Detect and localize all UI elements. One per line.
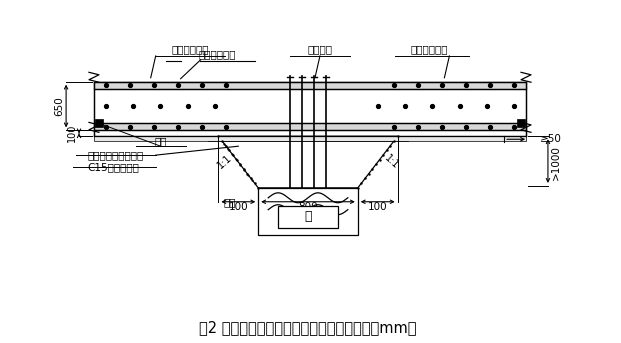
Text: 1:1: 1:1 [383, 153, 401, 171]
Text: 100: 100 [67, 124, 77, 142]
Bar [94, 82, 526, 89]
Text: 100: 100 [229, 202, 248, 212]
FancyBboxPatch shape [94, 82, 526, 136]
Text: 1:1: 1:1 [215, 153, 233, 171]
Bar [278, 206, 338, 227]
Text: 桩基钢筋: 桩基钢筋 [307, 44, 332, 54]
Polygon shape [219, 136, 397, 188]
Text: 土基: 土基 [224, 197, 236, 207]
Text: 图2 桩头与杯口细部做法示意图（尺寸单位：mm）: 图2 桩头与杯口细部做法示意图（尺寸单位：mm） [199, 320, 417, 335]
Bar [94, 123, 526, 130]
Bar [517, 119, 525, 127]
Text: 底板下层钢筋: 底板下层钢筋 [172, 44, 209, 54]
Text: >1000: >1000 [551, 145, 561, 179]
Text: 底板下层钢筋: 底板下层钢筋 [199, 49, 236, 59]
Text: ≥50: ≥50 [540, 134, 562, 144]
Bar [94, 136, 526, 141]
Text: 桩: 桩 [304, 210, 312, 223]
Text: 800: 800 [298, 202, 318, 212]
Text: 垫块: 垫块 [155, 136, 167, 146]
Bar [258, 188, 358, 236]
Text: 底板上层钢筋: 底板上层钢筋 [410, 44, 448, 54]
Text: 650: 650 [54, 96, 64, 116]
Bar [95, 119, 103, 127]
Text: C15混凝土垫层: C15混凝土垫层 [87, 162, 139, 172]
Text: 100: 100 [368, 202, 388, 212]
Text: 底板与杯口一并浇筑: 底板与杯口一并浇筑 [88, 150, 144, 160]
